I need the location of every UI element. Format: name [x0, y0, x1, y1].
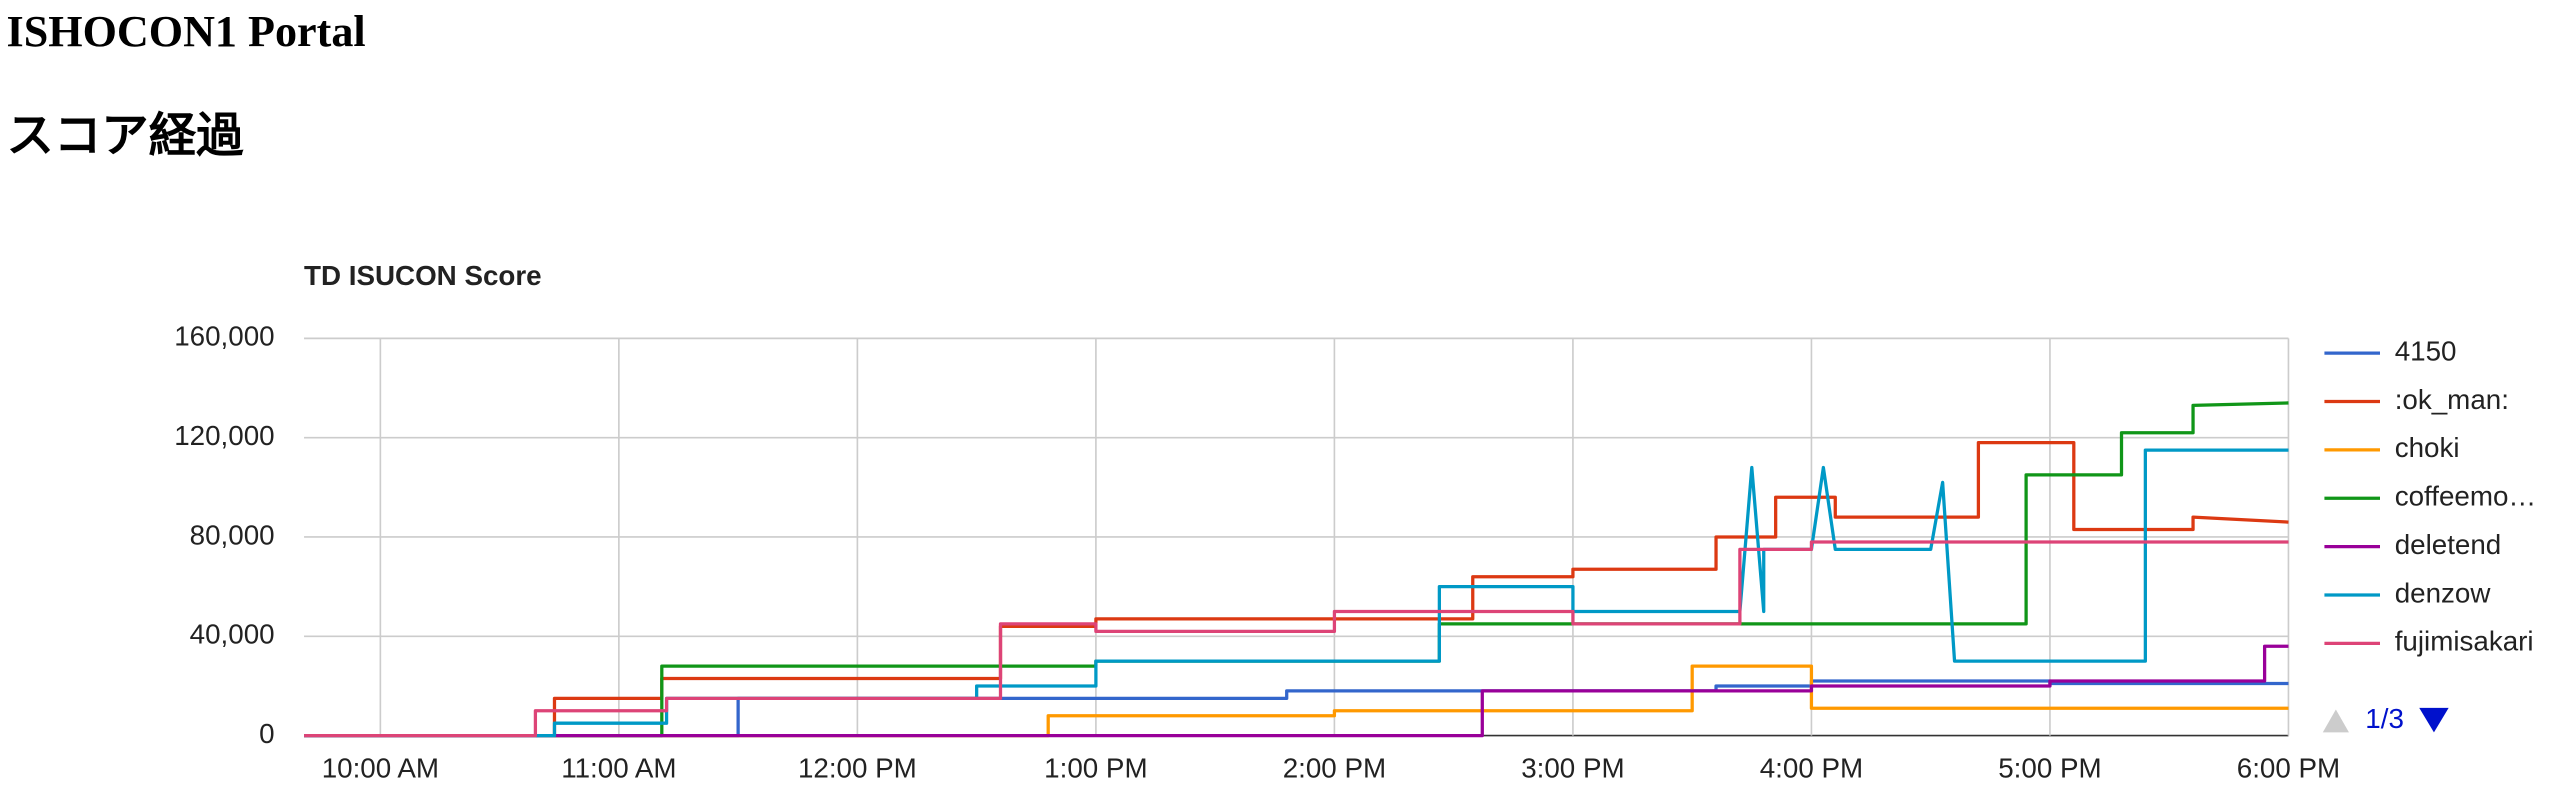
x-tick-label: 3:00 PM [1521, 752, 1624, 783]
series-line [304, 664, 2289, 738]
y-tick-label: 80,000 [190, 519, 275, 550]
x-tick-label: 6:00 PM [2237, 752, 2340, 783]
x-tick-label: 11:00 AM [561, 752, 676, 783]
page-subtitle: スコア経過 [7, 109, 245, 162]
x-tick-label: 2:00 PM [1283, 752, 1386, 783]
y-tick-label: 40,000 [190, 619, 275, 650]
series-line [304, 540, 2289, 738]
legend-label: 4150 [2395, 335, 2457, 366]
y-tick-label: 160,000 [174, 321, 274, 352]
legend: 1/3 4150 :ok_man:choki coffeemo… deletend de… [2322, 335, 2536, 734]
legend-label: choki [2395, 432, 2460, 463]
series-line [304, 644, 2289, 738]
legend-next[interactable] [2419, 707, 2449, 733]
grid: 0 40,000 80,000 120,000 160,000 10:00 AM 11:00… [174, 321, 2340, 784]
legend-label: coffeemo… [2395, 481, 2536, 512]
x-tick-label: 12:00 PM [798, 752, 917, 783]
legend-label: denzow [2395, 577, 2492, 608]
series-line [304, 441, 2289, 738]
legend-label: deletend [2395, 529, 2502, 560]
x-tick-label: 1:00 PM [1044, 752, 1147, 783]
x-tick-label: 10:00 AM [322, 752, 439, 783]
legend-prev[interactable] [2322, 709, 2349, 733]
x-tick-label: 4:00 PM [1760, 752, 1863, 783]
y-tick-label: 120,000 [174, 420, 274, 451]
y-tick-label: 0 [259, 718, 274, 749]
x-tick-label: 5:00 PM [1998, 752, 2101, 783]
legend-label: :ok_man: [2395, 384, 2509, 415]
page-title: ISHOCON1 Portal [7, 7, 366, 56]
plot-lines [304, 401, 2289, 738]
legend-label: fujimisakari [2395, 626, 2534, 657]
series-line [304, 448, 2289, 738]
legend-page: 1/3 [2365, 703, 2404, 734]
chart-title: TD ISUCON Score [304, 260, 542, 291]
